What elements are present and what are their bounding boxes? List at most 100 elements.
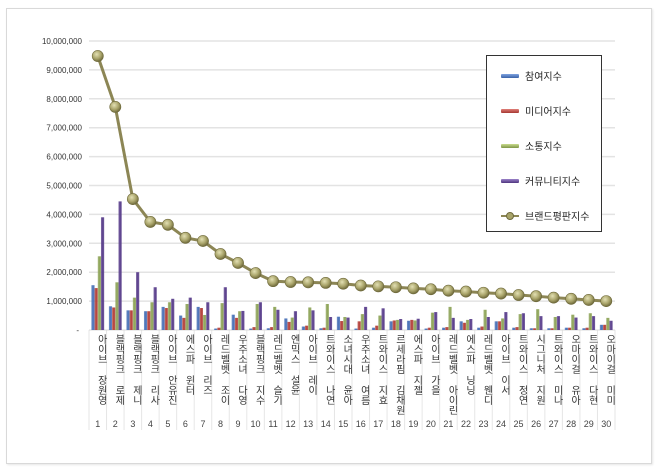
line-marker xyxy=(477,286,490,299)
bar xyxy=(413,320,417,330)
bar xyxy=(266,328,270,330)
bar xyxy=(304,325,309,330)
bar xyxy=(258,302,262,330)
bar xyxy=(395,319,400,330)
bar xyxy=(161,306,165,330)
bar xyxy=(427,327,431,330)
x-category-label: 트와이스 다현 xyxy=(586,334,598,405)
bar xyxy=(188,297,192,330)
bar xyxy=(231,314,235,330)
line-marker xyxy=(512,289,525,301)
line-marker xyxy=(337,277,350,290)
bar xyxy=(196,306,200,330)
bar xyxy=(115,282,119,330)
legend-swatch-green-icon xyxy=(501,143,519,148)
bar xyxy=(462,322,466,330)
line-marker xyxy=(495,287,507,300)
bar xyxy=(363,306,368,330)
bar xyxy=(399,319,403,330)
bar xyxy=(100,217,105,330)
legend-swatch-blue-icon xyxy=(501,73,519,78)
bar xyxy=(94,288,98,330)
x-category-label: 아이브 레이 xyxy=(305,334,317,395)
bar xyxy=(445,327,449,330)
x-rank-label: 23 xyxy=(478,419,488,429)
bar xyxy=(301,326,305,330)
bar xyxy=(591,316,596,330)
x-category-label: 오마이걸 미미 xyxy=(603,334,615,405)
bar xyxy=(143,311,148,330)
legend-item-communication: 소통지수 xyxy=(501,138,562,153)
y-tick-label: 9,000,000 xyxy=(46,66,82,75)
x-rank-label: 1 xyxy=(95,419,100,429)
line-marker xyxy=(126,193,139,205)
bar xyxy=(556,316,561,330)
bar xyxy=(430,312,435,330)
bar xyxy=(381,308,385,330)
bar xyxy=(199,308,203,330)
bar xyxy=(378,315,382,330)
x-rank-label: 26 xyxy=(531,419,541,429)
y-tick-label: - xyxy=(76,326,79,335)
bar xyxy=(416,318,420,330)
bar xyxy=(371,327,376,330)
bar xyxy=(336,316,341,330)
bar xyxy=(574,317,578,330)
line-marker xyxy=(547,291,560,304)
x-category-label: 블랙핑크 로제 xyxy=(112,334,124,405)
bar xyxy=(118,201,122,330)
bar xyxy=(179,315,183,330)
x-category-label: 르세라핌 김채원 xyxy=(393,334,405,415)
bar xyxy=(529,328,533,330)
x-category-label: 트와이스 미나 xyxy=(551,334,563,405)
line-marker xyxy=(214,248,227,260)
line-marker xyxy=(460,285,472,298)
bar xyxy=(512,327,516,330)
bar xyxy=(547,328,551,330)
bar xyxy=(406,320,411,330)
bar xyxy=(249,328,253,330)
x-category-label: 트와이스 지효 xyxy=(375,334,387,405)
bar xyxy=(91,285,95,330)
bar xyxy=(97,256,101,330)
x-rank-label: 10 xyxy=(251,419,261,429)
line-marker xyxy=(319,276,332,289)
x-category-label: 블랙핑크 지수 xyxy=(253,334,265,405)
bar xyxy=(434,312,438,330)
line-marker xyxy=(249,267,262,279)
bar xyxy=(550,328,554,330)
bar xyxy=(290,317,294,330)
bar xyxy=(448,306,452,330)
bar xyxy=(459,321,463,330)
bar xyxy=(147,311,151,330)
x-rank-label: 16 xyxy=(356,419,366,429)
bar xyxy=(206,302,210,330)
bar xyxy=(220,303,224,330)
bar xyxy=(108,306,113,330)
line-marker xyxy=(530,290,542,303)
bar xyxy=(276,309,280,330)
x-rank-label: 20 xyxy=(426,419,436,429)
chart-legend: 참여지수 미디어지수 소통지수 커뮤니티지수 브랜드평판지수 xyxy=(486,55,602,232)
bar xyxy=(501,318,505,330)
bar xyxy=(477,327,481,330)
x-category-label: 오마이걸 유아 xyxy=(568,334,580,405)
bar xyxy=(354,328,358,330)
x-rank-label: 14 xyxy=(321,419,331,429)
x-category-label: 레드벨벳 조이 xyxy=(218,334,229,405)
bar xyxy=(357,321,361,330)
bar xyxy=(536,309,540,330)
bar xyxy=(571,314,575,330)
x-rank-label: 21 xyxy=(443,419,453,429)
x-rank-label: 13 xyxy=(303,419,313,429)
bar xyxy=(539,316,543,330)
x-rank-label: 9 xyxy=(236,419,241,429)
bar xyxy=(465,319,470,330)
x-rank-label: 2 xyxy=(113,419,118,429)
line-marker xyxy=(565,292,578,305)
line-marker xyxy=(144,216,157,228)
bar xyxy=(375,325,379,330)
bar xyxy=(389,321,393,330)
y-tick-label: 3,000,000 xyxy=(46,239,82,248)
legend-label: 커뮤니티지수 xyxy=(525,177,581,188)
